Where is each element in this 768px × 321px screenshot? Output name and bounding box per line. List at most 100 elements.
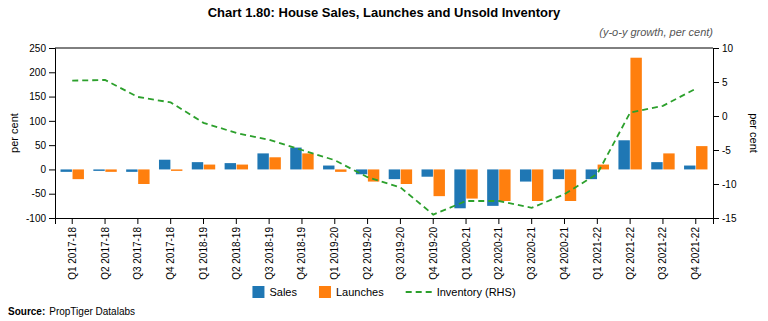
- x-tick-label: Q3 2018-19: [264, 227, 275, 280]
- y-tick-label: -50: [32, 188, 47, 199]
- legend-item: Sales: [252, 286, 297, 298]
- x-tick-label: Q4 2017-18: [165, 227, 176, 280]
- x-tick-label: Q4 2018-19: [296, 227, 307, 280]
- x-tick-label: Q4 2021-22: [690, 227, 701, 280]
- bar: [696, 146, 707, 169]
- x-tick-label: Q2 2019-20: [362, 227, 373, 280]
- bar: [553, 169, 564, 179]
- x-tick-label: Q1 2018-19: [198, 227, 209, 280]
- x-tick-mark: [597, 218, 598, 224]
- y-tick-mark: [49, 194, 55, 195]
- x-tick: Q4 2021-22: [690, 218, 701, 280]
- x-tick: Q4 2019-20: [428, 218, 439, 280]
- bar: [204, 165, 215, 170]
- bar: [302, 153, 313, 169]
- y2-tick-mark: [713, 116, 719, 117]
- y-tick-mark: [49, 121, 55, 122]
- x-axis-line: [56, 219, 714, 225]
- bar: [422, 169, 433, 176]
- x-tick-label: Q2 2021-22: [625, 227, 636, 280]
- x-tick-mark: [170, 218, 171, 224]
- y2-tick: 5: [713, 77, 728, 88]
- y-tick-mark: [49, 218, 55, 219]
- x-tick-mark: [72, 218, 73, 224]
- annotation: Source:: [8, 306, 45, 317]
- bar: [237, 165, 248, 170]
- x-tick-label: Q2 2017-18: [100, 227, 111, 280]
- y2-tick-label: 5: [722, 77, 728, 88]
- bar: [663, 153, 674, 169]
- y-tick-mark: [49, 97, 55, 98]
- legend-label: Launches: [336, 286, 384, 298]
- bar: [565, 169, 576, 201]
- y2-tick-label: -5: [722, 145, 731, 156]
- legend-swatch: [406, 291, 432, 293]
- x-tick-mark: [334, 218, 335, 224]
- x-tick-label: Q1 2021-22: [592, 227, 603, 280]
- x-tick: Q2 2018-19: [231, 218, 242, 280]
- bar: [126, 169, 137, 171]
- x-tick: Q1 2017-18: [67, 218, 78, 280]
- bar: [93, 169, 104, 170]
- y2-tick-label: -15: [722, 213, 737, 224]
- legend-label: Inventory (RHS): [437, 286, 516, 298]
- y2-tick: -10: [713, 179, 737, 190]
- x-tick-mark: [498, 218, 499, 224]
- y-axis-title: per cent: [8, 113, 20, 153]
- y-tick: -100: [26, 213, 55, 224]
- x-tick-label: Q4 2020-21: [559, 227, 570, 280]
- bar: [651, 162, 662, 169]
- x-tick-mark: [301, 218, 302, 224]
- x-tick-label: Q4 2019-20: [428, 227, 439, 280]
- x-tick: Q1 2018-19: [198, 218, 209, 280]
- bar: [192, 162, 203, 169]
- bar: [61, 169, 72, 171]
- x-tick-label: Q2 2020-21: [493, 227, 504, 280]
- y-tick: 150: [29, 91, 55, 102]
- bar: [290, 148, 301, 170]
- y-tick: 0: [40, 164, 55, 175]
- y-tick-mark: [49, 72, 55, 73]
- x-tick-mark: [662, 218, 663, 224]
- x-tick: Q1 2020-21: [461, 218, 472, 280]
- bar: [434, 169, 445, 196]
- x-tick-mark: [137, 218, 138, 224]
- bar: [159, 160, 170, 170]
- bar: [466, 169, 477, 198]
- y2-tick: -5: [713, 145, 731, 156]
- bar: [684, 166, 695, 170]
- y2-axis-line: [714, 49, 720, 219]
- x-tick-mark: [531, 218, 532, 224]
- x-tick-label: Q1 2020-21: [461, 227, 472, 280]
- bar: [73, 169, 84, 179]
- x-tick: Q3 2019-20: [395, 218, 406, 280]
- legend-swatch: [252, 286, 264, 298]
- bar: [105, 169, 116, 171]
- bar: [257, 153, 268, 169]
- x-tick-mark: [695, 218, 696, 224]
- y-tick-label: 200: [29, 67, 46, 78]
- bar: [618, 140, 629, 169]
- legend-swatch: [319, 286, 331, 298]
- x-tick-label: Q3 2019-20: [395, 227, 406, 280]
- y-tick: 200: [29, 67, 55, 78]
- x-tick-mark: [269, 218, 270, 224]
- y-tick-label: 150: [29, 91, 46, 102]
- x-tick-label: Q1 2017-18: [67, 227, 78, 280]
- y-tick-label: 50: [35, 140, 47, 151]
- bar: [269, 157, 280, 169]
- y2-tick: -15: [713, 213, 737, 224]
- bar: [225, 163, 236, 169]
- x-tick: Q3 2021-22: [657, 218, 668, 280]
- bar: [335, 169, 346, 171]
- bar: [499, 169, 510, 201]
- x-tick: Q4 2018-19: [296, 218, 307, 280]
- y2-tick-label: -10: [722, 179, 737, 190]
- x-tick-mark: [564, 218, 565, 224]
- marks: [61, 58, 708, 215]
- y-tick-label: 250: [29, 43, 46, 54]
- x-tick: Q2 2021-22: [625, 218, 636, 280]
- x-tick: Q4 2017-18: [165, 218, 176, 280]
- x-tick-label: Q3 2020-21: [526, 227, 537, 280]
- y2-tick-mark: [713, 184, 719, 185]
